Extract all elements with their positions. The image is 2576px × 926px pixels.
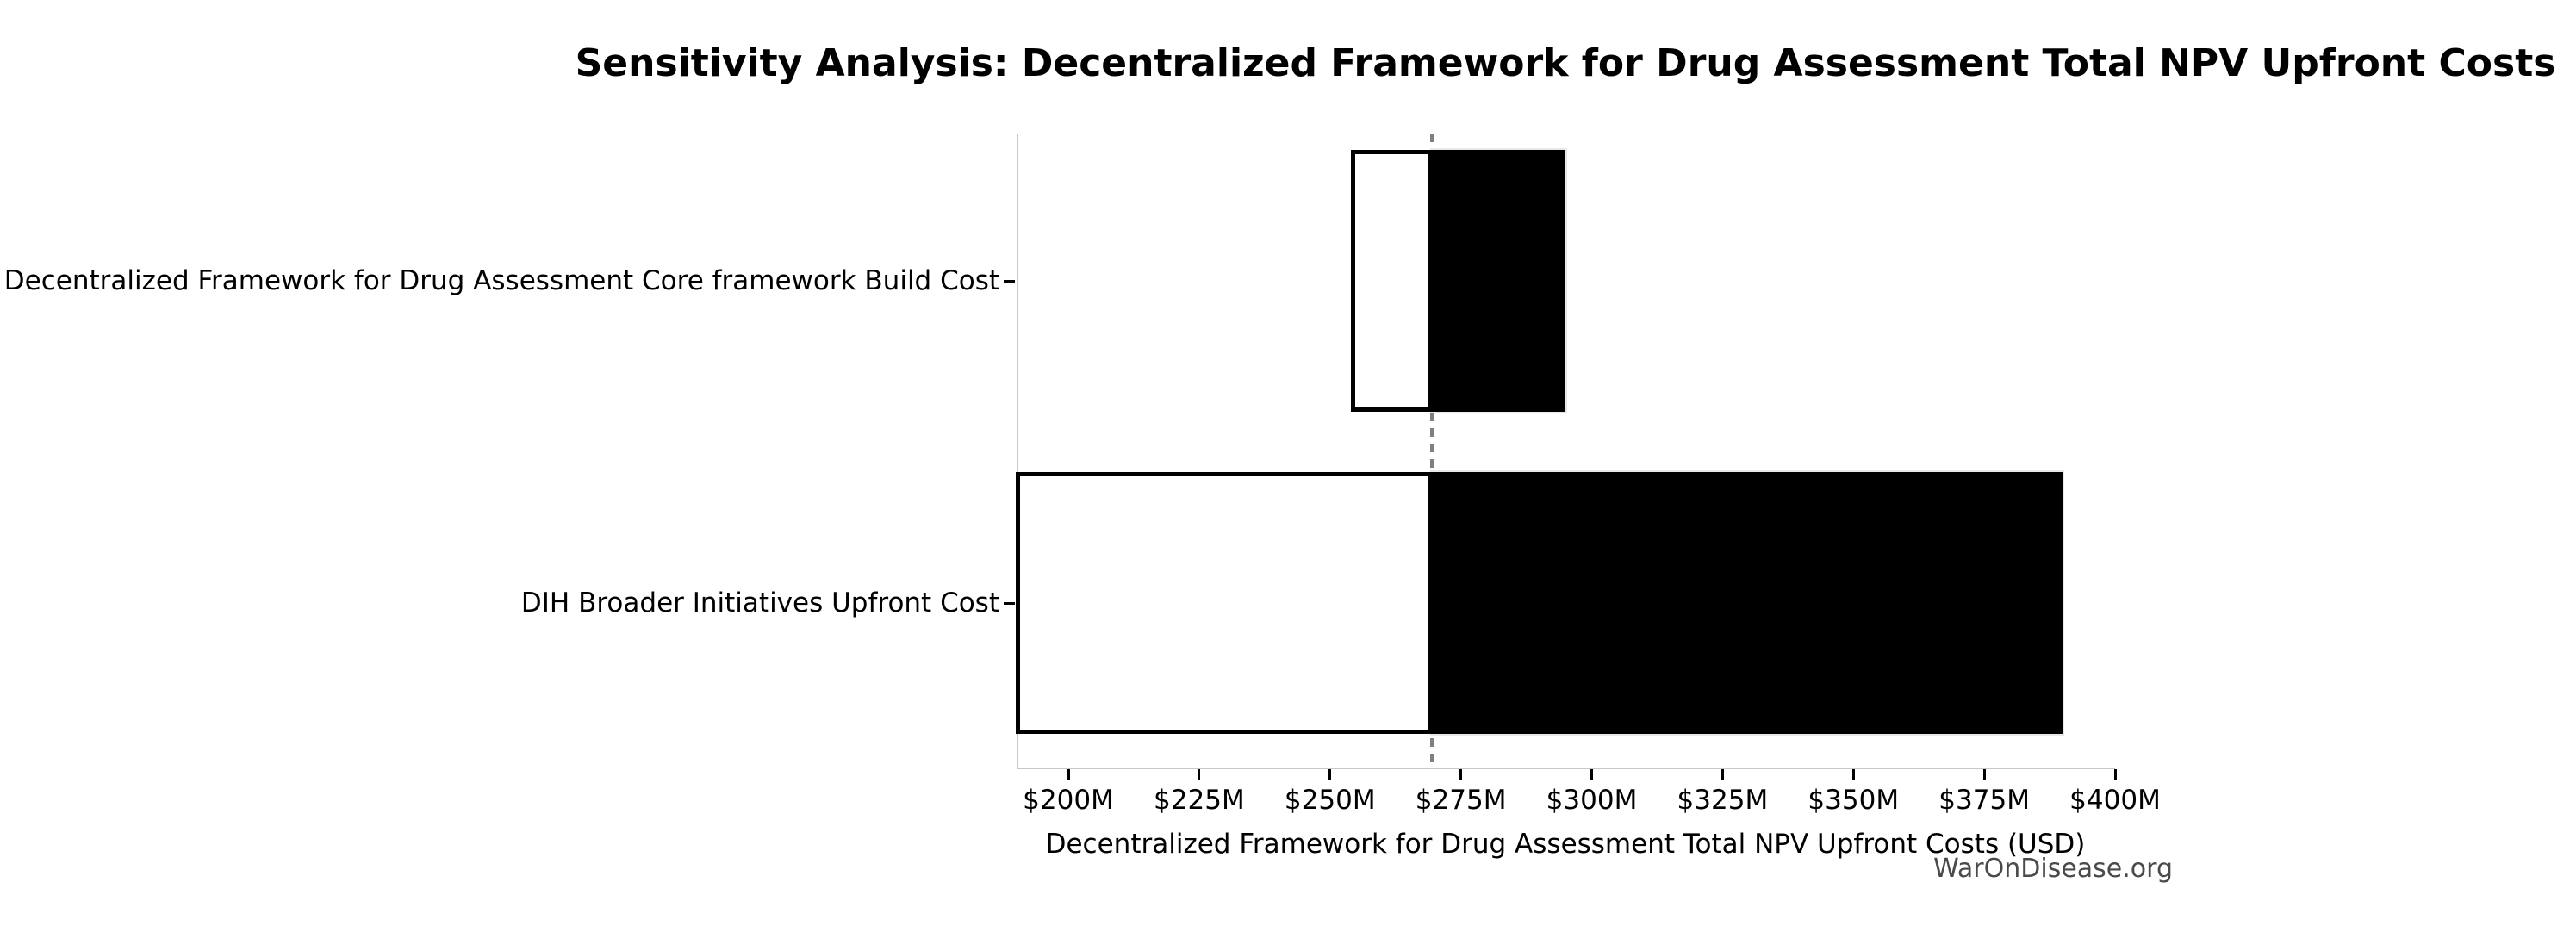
x-tick-label: $200M xyxy=(1023,785,1114,816)
tornado-bar-low-segment xyxy=(1351,150,1433,412)
x-tick xyxy=(1198,769,1201,780)
x-tick-label: $300M xyxy=(1546,785,1638,816)
x-tick-label: $400M xyxy=(2069,785,2161,816)
y-tick xyxy=(1004,601,1015,605)
x-tick xyxy=(1720,769,1724,780)
x-tick-label: $350M xyxy=(1808,785,1900,816)
x-tick xyxy=(2113,769,2117,780)
x-tick xyxy=(1328,769,1332,780)
tornado-bar-high-segment xyxy=(1432,472,2063,734)
x-tick-label: $325M xyxy=(1677,785,1769,816)
x-tick xyxy=(1590,769,1593,780)
x-tick-label: $275M xyxy=(1415,785,1507,816)
y-tick xyxy=(1004,279,1015,283)
tornado-bar-high-segment xyxy=(1432,150,1566,412)
x-tick-label: $250M xyxy=(1284,785,1376,816)
tornado-bar-low-segment xyxy=(1016,472,1433,734)
x-tick xyxy=(1459,769,1463,780)
chart-title: Sensitivity Analysis: Decentralized Fram… xyxy=(575,41,2556,85)
x-tick-label: $375M xyxy=(1938,785,2030,816)
y-axis-category-label: DIH Broader Initiatives Upfront Cost xyxy=(520,587,999,618)
watermark: WarOnDisease.org xyxy=(1933,854,2173,884)
y-axis-category-label: Decentralized Framework for Drug Assessm… xyxy=(3,265,999,296)
plot-area xyxy=(1017,134,2115,769)
x-tick xyxy=(1851,769,1855,780)
baseline-dashed-line xyxy=(1430,134,1434,769)
x-tick xyxy=(1982,769,1986,780)
x-tick xyxy=(1067,769,1070,780)
x-tick-label: $225M xyxy=(1154,785,1245,816)
x-axis-label: Decentralized Framework for Drug Assessm… xyxy=(1045,829,2086,860)
